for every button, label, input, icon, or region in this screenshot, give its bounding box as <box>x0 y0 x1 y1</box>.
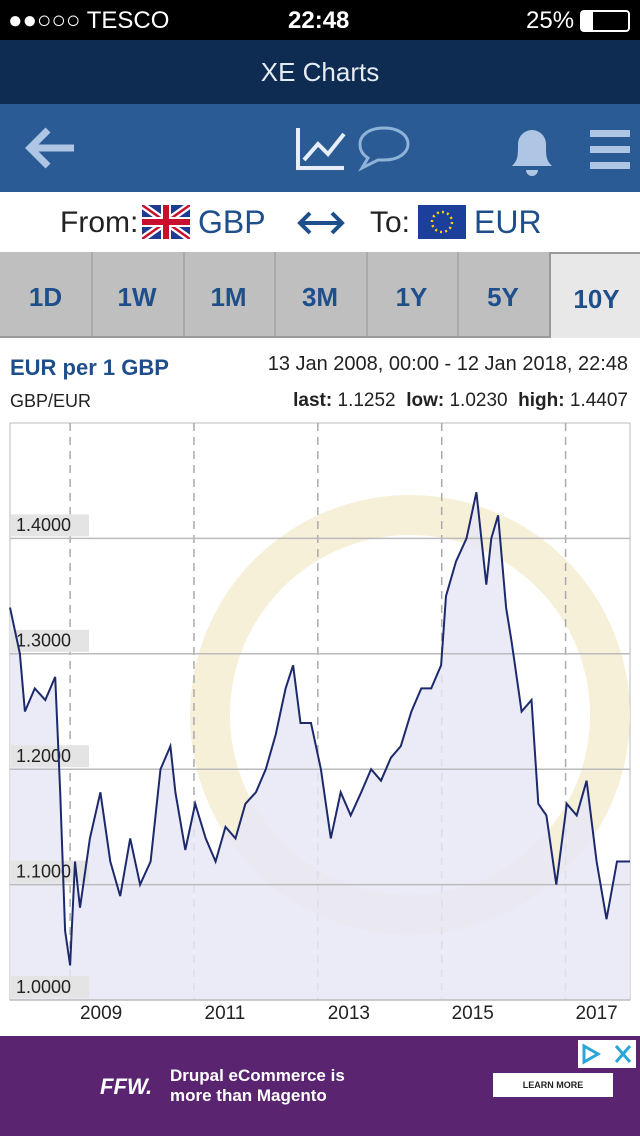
ad-banner[interactable]: FFW. Drupal eCommerce is more than Magen… <box>0 1036 640 1136</box>
range-tab[interactable]: 10Y <box>549 252 640 338</box>
chart-icon[interactable] <box>296 128 346 170</box>
nav-bar <box>0 104 640 192</box>
y-tick-label: 1.2000 <box>16 746 71 766</box>
eu-flag <box>418 205 466 239</box>
high: 1.4407 <box>569 390 628 411</box>
y-tick-bg <box>11 745 89 768</box>
stats: last: 1.1252 low: 1.0230 high: 1.4407 <box>293 390 628 412</box>
last: 1.1252 <box>337 390 396 411</box>
x-tick-label: 2013 <box>328 1003 370 1024</box>
status-bar: ●●○○○ TESCO 22:48 25% <box>0 0 640 40</box>
range-tabs: 1D 1W 1M 3M 1Y 5Y 10Y <box>0 252 640 338</box>
x-tick-label: 2011 <box>205 1003 246 1024</box>
area <box>10 492 630 1000</box>
ad-close[interactable] <box>578 1040 636 1068</box>
to-currency[interactable]: EUR <box>474 204 542 240</box>
range-tab[interactable]: 1D <box>0 252 93 336</box>
ad-button[interactable]: LEARN MORE <box>493 1073 613 1097</box>
y-tick-label: 1.4000 <box>16 515 71 535</box>
y-tick-bg <box>11 976 89 998</box>
date-range: 13 Jan 2008, 00:00 - 12 Jan 2018, 22:48 <box>267 353 628 375</box>
pair: GBP/EUR <box>10 391 92 411</box>
range-tab[interactable]: 1W <box>92 252 185 336</box>
range-tab[interactable]: 5Y <box>458 252 551 336</box>
y-tick-bg <box>11 629 89 652</box>
y-tick-label: 1.3000 <box>16 631 71 651</box>
low-label: low: <box>406 390 445 411</box>
chart-info: EUR per 1 GBP 13 Jan 2008, 00:00 - 12 Ja… <box>0 345 640 415</box>
converter: From: GBP To: EUR <box>0 192 640 252</box>
ad-text-2: more than Magento <box>170 1086 327 1105</box>
high-label: high: <box>518 390 565 411</box>
y-tick-label: 1.0000 <box>16 977 71 997</box>
time: 22:48 <box>288 7 350 34</box>
uk-flag <box>142 205 190 239</box>
chart: 2009 2011 2013 2015 2017 1.0000 1.1000 1.2000 1.… <box>9 422 631 1024</box>
ad-brand: FFW. <box>100 1074 153 1099</box>
swap-button[interactable] <box>296 208 346 238</box>
back-button[interactable] <box>25 127 74 169</box>
to-label: To: <box>370 206 411 239</box>
range-tab[interactable]: 1M <box>183 252 276 336</box>
chart-title: EUR per 1 GBP <box>10 355 169 380</box>
alerts-button[interactable] <box>512 130 552 176</box>
x-tick-label: 2015 <box>452 1003 494 1024</box>
range-tab[interactable]: 3M <box>275 252 368 336</box>
header: XE Charts <box>0 40 640 104</box>
range-tab[interactable]: 1Y <box>366 252 459 336</box>
y-tick-bg <box>11 860 89 883</box>
carrier: ●●○○○ TESCO <box>8 7 170 34</box>
battery: 25% <box>526 7 575 34</box>
last-label: last: <box>293 390 333 411</box>
menu-button[interactable] <box>590 130 630 169</box>
low: 1.0230 <box>449 390 508 411</box>
y-tick-label: 1.1000 <box>16 861 71 881</box>
y-tick-bg <box>11 514 89 537</box>
line <box>9 491 630 966</box>
from-label: From: <box>60 206 139 239</box>
chat-icon[interactable] <box>358 126 410 172</box>
x-tick-label: 2017 <box>575 1003 617 1024</box>
from-currency[interactable]: GBP <box>198 204 266 240</box>
ad-text-1: Drupal eCommerce is <box>170 1066 345 1085</box>
battery-icon <box>580 10 630 32</box>
nav-icons <box>25 126 630 176</box>
x-tick-label: 2009 <box>80 1003 122 1024</box>
